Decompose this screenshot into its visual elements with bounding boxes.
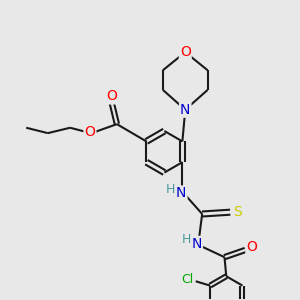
Text: S: S <box>233 205 242 219</box>
Text: N: N <box>192 237 202 251</box>
Text: O: O <box>246 240 257 254</box>
Text: Cl: Cl <box>182 273 194 286</box>
Text: O: O <box>85 125 95 139</box>
Text: N: N <box>176 187 187 200</box>
Text: H: H <box>181 233 191 246</box>
Text: N: N <box>180 103 190 117</box>
Text: O: O <box>180 45 191 59</box>
Text: O: O <box>106 89 117 103</box>
Text: H: H <box>166 183 176 196</box>
